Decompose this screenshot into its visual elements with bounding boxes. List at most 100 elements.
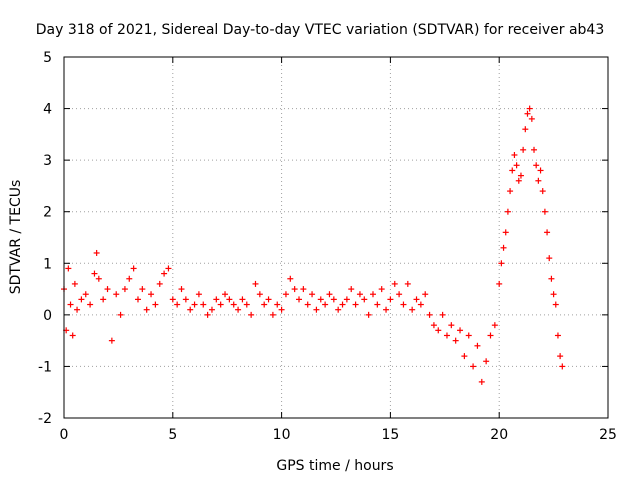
data-point xyxy=(213,296,220,303)
data-point xyxy=(435,327,442,334)
data-point xyxy=(465,332,472,339)
data-point xyxy=(413,296,420,303)
data-point xyxy=(552,301,559,308)
data-point xyxy=(322,301,329,308)
data-point xyxy=(374,301,381,308)
data-point xyxy=(274,301,281,308)
x-tick-label: 10 xyxy=(273,427,291,443)
data-point xyxy=(339,301,346,308)
data-point xyxy=(513,162,520,169)
y-tick-label: 2 xyxy=(43,205,52,221)
data-point xyxy=(287,275,294,282)
data-point xyxy=(550,291,557,298)
data-point xyxy=(507,188,514,195)
data-point xyxy=(239,296,246,303)
data-point xyxy=(178,286,185,293)
data-point xyxy=(356,291,363,298)
data-point xyxy=(369,291,376,298)
data-point xyxy=(535,177,542,184)
data-point xyxy=(208,306,215,313)
data-point xyxy=(474,342,481,349)
data-point xyxy=(365,311,372,318)
data-point xyxy=(557,353,564,360)
data-point xyxy=(226,296,233,303)
data-point xyxy=(504,208,511,215)
data-point xyxy=(461,353,468,360)
data-point xyxy=(509,167,516,174)
data-point xyxy=(265,296,272,303)
data-point xyxy=(422,291,429,298)
data-point xyxy=(400,301,407,308)
y-tick-label: -2 xyxy=(38,411,52,427)
data-point xyxy=(309,291,316,298)
data-point xyxy=(78,296,85,303)
data-point xyxy=(539,188,546,195)
data-point xyxy=(161,270,168,277)
data-point xyxy=(470,363,477,370)
data-point xyxy=(300,286,307,293)
data-point xyxy=(352,301,359,308)
data-point xyxy=(74,306,81,313)
grid-lines xyxy=(64,57,608,418)
data-points xyxy=(61,105,566,385)
data-point xyxy=(248,311,255,318)
data-point xyxy=(256,291,263,298)
data-point xyxy=(531,146,538,153)
data-point xyxy=(296,296,303,303)
data-point xyxy=(500,244,507,251)
data-point xyxy=(361,296,368,303)
data-point xyxy=(174,301,181,308)
data-point xyxy=(165,265,172,272)
data-point xyxy=(541,208,548,215)
data-point xyxy=(457,327,464,334)
data-point xyxy=(526,105,533,112)
data-point xyxy=(200,301,207,308)
data-point xyxy=(130,265,137,272)
data-point xyxy=(71,280,78,287)
data-point xyxy=(317,296,324,303)
data-point xyxy=(533,162,540,169)
data-point xyxy=(387,296,394,303)
data-point xyxy=(343,296,350,303)
x-tick-label: 15 xyxy=(381,427,399,443)
data-point xyxy=(426,311,433,318)
data-point xyxy=(82,291,89,298)
data-point xyxy=(378,286,385,293)
data-point xyxy=(330,296,337,303)
data-point xyxy=(520,146,527,153)
data-point xyxy=(261,301,268,308)
data-point xyxy=(439,311,446,318)
y-tick-label: 1 xyxy=(43,256,52,272)
data-point xyxy=(544,229,551,236)
data-point xyxy=(496,280,503,287)
tick-labels: 0 5 10 15 20 25 -2 -1 0 1 2 3 4 5 xyxy=(38,50,617,443)
data-point xyxy=(478,378,485,385)
plot-frame xyxy=(63,56,609,419)
data-point xyxy=(491,322,498,329)
x-tick-label: 25 xyxy=(599,427,617,443)
y-tick-label: 4 xyxy=(43,102,52,118)
data-point xyxy=(524,110,531,117)
data-point xyxy=(104,286,111,293)
data-point xyxy=(511,151,518,158)
data-point xyxy=(517,172,524,179)
data-point xyxy=(91,270,98,277)
data-point xyxy=(182,296,189,303)
data-point xyxy=(156,280,163,287)
data-point xyxy=(152,301,159,308)
x-tick-label: 5 xyxy=(168,427,177,443)
data-point xyxy=(559,363,566,370)
y-tick-label: 5 xyxy=(43,50,52,66)
data-point xyxy=(217,301,224,308)
y-tick-label: -1 xyxy=(38,359,52,375)
data-point xyxy=(546,255,553,262)
data-point xyxy=(396,291,403,298)
data-point xyxy=(528,115,535,122)
data-point xyxy=(117,311,124,318)
data-point xyxy=(113,291,120,298)
data-point xyxy=(417,301,424,308)
y-tick-label: 3 xyxy=(43,153,52,169)
data-point xyxy=(230,301,237,308)
x-axis-label: GPS time / hours xyxy=(276,458,393,474)
